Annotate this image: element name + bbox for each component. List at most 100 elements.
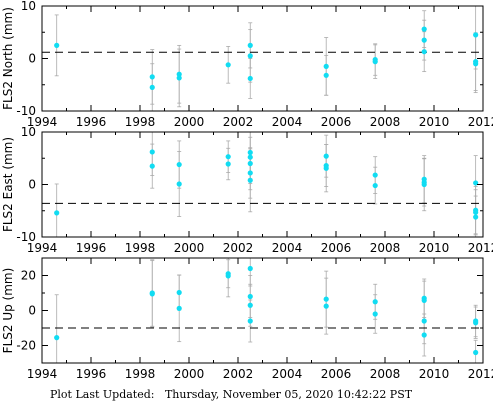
north-data-point	[323, 63, 329, 69]
up-data-point	[473, 320, 479, 326]
up-data-point	[372, 299, 378, 305]
east-data-point	[421, 181, 427, 188]
plot-last-updated: Plot Last Updated: Thursday, November 05…	[50, 388, 413, 401]
north-x-tick-label: 1994	[27, 115, 58, 129]
north-x-tick-label: 1998	[125, 115, 156, 129]
east-y-tick-label: -10	[16, 230, 36, 244]
up-data-point	[473, 349, 479, 356]
east-data-point	[247, 149, 253, 156]
north-data-point	[149, 74, 155, 80]
east-x-tick-label: 2006	[321, 241, 352, 255]
up-x-tick-label: 2000	[174, 367, 205, 381]
north-x-tick-label: 2010	[419, 115, 450, 129]
up-x-tick-label: 2008	[370, 367, 401, 381]
east-data-point	[372, 172, 378, 178]
north-data-point	[176, 71, 182, 77]
up-ylabel: FLS2 Up (mm)	[1, 268, 15, 354]
east-data-point	[372, 182, 378, 189]
up-y-tick-label: -20	[16, 339, 36, 353]
up-data-point	[421, 332, 427, 338]
east-data-point	[225, 154, 231, 160]
east-x-tick-label: 2010	[419, 241, 450, 255]
north-y-tick-label: 0	[28, 52, 36, 66]
east-y-tick-label: 0	[28, 178, 36, 192]
north-data-point	[247, 42, 253, 48]
up-x-tick-label: 2002	[223, 367, 254, 381]
east-data-point	[323, 165, 329, 171]
panel-east: 1994 1996 1998 2000 2002 2004 2006 2008 2010 2012…	[1, 125, 493, 255]
up-data-point	[149, 291, 155, 297]
north-data-point	[421, 37, 427, 43]
up-x-tick-label: 2010	[419, 367, 450, 381]
north-x-tick-label: 2012	[468, 115, 493, 129]
north-x-tick-label: 2006	[321, 115, 352, 129]
up-data-point	[225, 273, 231, 279]
up-data-point	[247, 318, 253, 324]
east-x-tick-label: 2004	[272, 241, 303, 255]
east-x-tick-label: 1994	[27, 241, 58, 255]
north-x-tick-label: 2000	[174, 115, 205, 129]
east-x-tick-label: 2012	[468, 241, 493, 255]
east-x-tick-label: 2008	[370, 241, 401, 255]
up-data-point	[323, 296, 329, 302]
east-axes-frame	[41, 131, 484, 238]
north-axes-frame	[41, 5, 484, 112]
up-data-point	[372, 311, 378, 317]
east-x-tick-label: 1998	[125, 241, 156, 255]
north-data-point	[473, 61, 479, 67]
north-data-point	[54, 42, 60, 48]
north-data-point	[176, 75, 182, 81]
east-data-point	[247, 177, 253, 183]
east-data-point	[149, 163, 155, 169]
north-data-point	[473, 32, 479, 38]
east-ylabel: FLS2 East (mm)	[1, 137, 15, 232]
up-data-point	[421, 297, 427, 303]
north-x-tick-label: 2004	[272, 115, 303, 129]
north-data-point	[247, 75, 253, 82]
panel-up: 1994 1996 1998 2000 2002 2004 2006 2008 2010 2012…	[1, 257, 493, 381]
up-data-point	[247, 302, 253, 308]
up-x-tick-label: 2006	[321, 367, 352, 381]
north-data-point	[323, 72, 329, 78]
north-data-point	[421, 26, 427, 32]
north-x-tick-label: 1996	[76, 115, 107, 129]
up-axes-frame	[41, 257, 484, 364]
north-data-point	[421, 49, 427, 55]
north-data-point	[247, 53, 253, 59]
east-data-point	[473, 214, 479, 220]
east-data-point	[149, 149, 155, 155]
up-data-point	[176, 305, 182, 311]
east-data-point	[176, 161, 182, 168]
east-data-point	[176, 181, 182, 187]
north-data-point	[225, 62, 231, 68]
up-data-point	[247, 293, 253, 300]
up-data-point	[176, 289, 182, 296]
north-y-tick-label: -10	[16, 104, 36, 118]
up-y-tick-label: 0	[28, 304, 36, 318]
up-y-tick-label: 20	[21, 269, 36, 283]
up-data-point	[54, 335, 60, 341]
up-data-point	[323, 303, 329, 309]
up-x-tick-label: 1994	[27, 367, 58, 381]
north-data-point	[372, 59, 378, 65]
up-x-tick-label: 1996	[76, 367, 107, 381]
north-y-tick-label: 10	[21, 0, 36, 13]
panel-north: 1994 1996 1998 2000 2002 2004 2006 2008 2010 2012…	[1, 0, 493, 129]
up-x-tick-label: 1998	[125, 367, 156, 381]
east-data-point	[247, 160, 253, 167]
east-data-point	[247, 170, 253, 176]
east-data-point	[473, 180, 479, 186]
east-x-tick-label: 2002	[223, 241, 254, 255]
east-data-point	[473, 209, 479, 215]
north-x-tick-label: 2002	[223, 115, 254, 129]
east-data-point	[225, 161, 231, 167]
east-data-point	[54, 210, 60, 216]
up-data-point	[247, 265, 253, 272]
up-x-tick-label: 2012	[468, 367, 493, 381]
east-data-point	[323, 153, 329, 159]
east-x-tick-label: 2000	[174, 241, 205, 255]
up-x-tick-label: 2004	[272, 367, 303, 381]
north-data-point	[149, 84, 155, 90]
north-x-tick-label: 2008	[370, 115, 401, 129]
